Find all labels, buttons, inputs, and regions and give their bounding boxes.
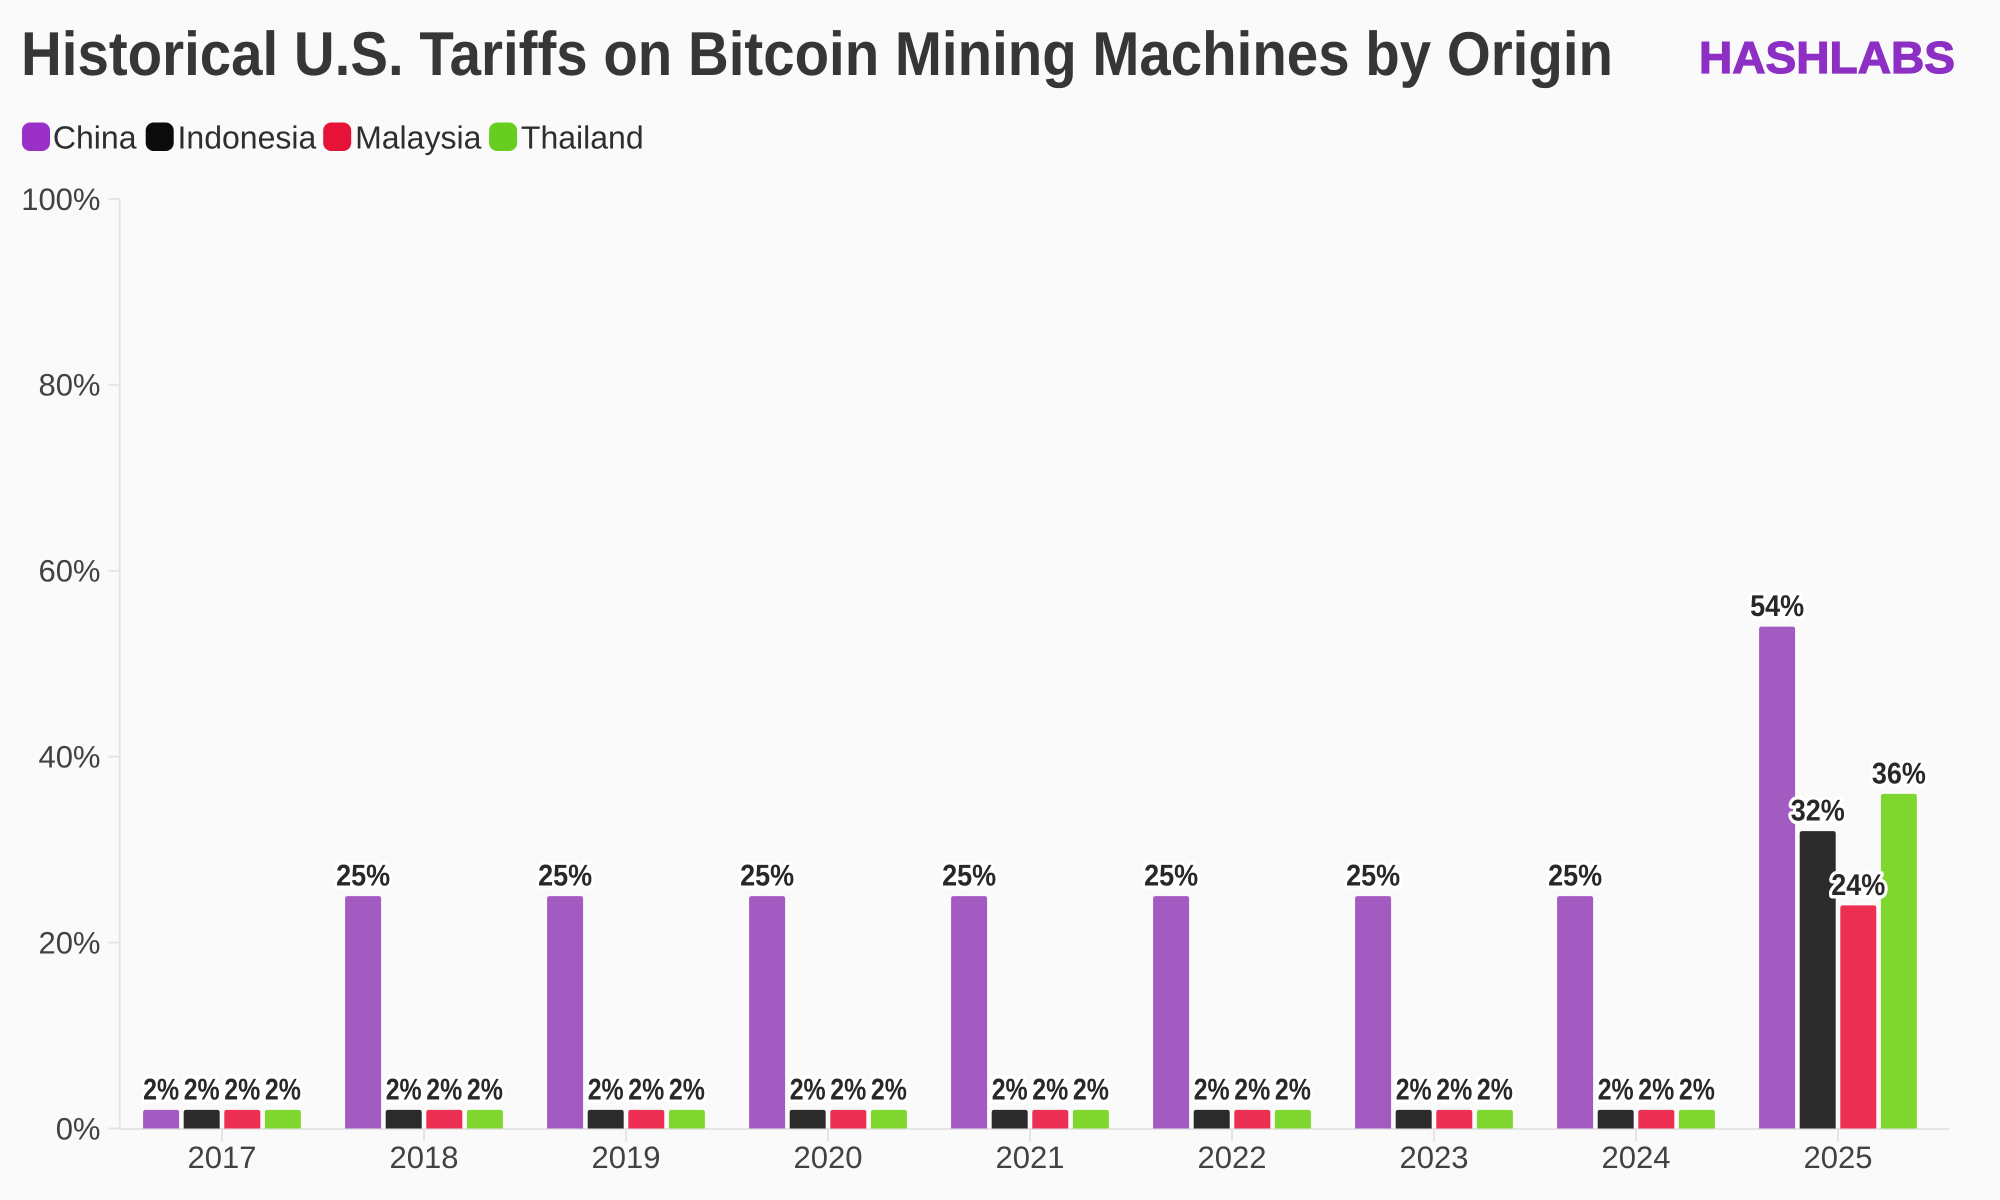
svg-text:HASHLABS: HASHLABS xyxy=(1699,32,1955,83)
svg-text:2024: 2024 xyxy=(1602,1140,1671,1175)
svg-text:2%: 2% xyxy=(628,1073,664,1106)
svg-text:25%: 25% xyxy=(336,860,390,893)
svg-text:Indonesia: Indonesia xyxy=(178,120,317,156)
svg-text:2%: 2% xyxy=(1234,1073,1270,1106)
svg-text:25%: 25% xyxy=(942,860,996,893)
svg-text:2%: 2% xyxy=(224,1073,260,1106)
svg-text:24%: 24% xyxy=(1831,869,1885,902)
svg-text:80%: 80% xyxy=(38,368,100,403)
svg-text:China: China xyxy=(53,120,137,156)
svg-text:2%: 2% xyxy=(467,1073,503,1106)
svg-text:36%: 36% xyxy=(1872,757,1926,790)
svg-text:2025: 2025 xyxy=(1804,1140,1873,1175)
svg-text:25%: 25% xyxy=(1144,860,1198,893)
svg-text:2%: 2% xyxy=(426,1073,462,1106)
svg-text:2%: 2% xyxy=(143,1073,179,1106)
svg-text:2%: 2% xyxy=(1436,1073,1472,1106)
svg-text:0%: 0% xyxy=(56,1111,101,1146)
svg-text:2%: 2% xyxy=(830,1073,866,1106)
svg-text:2%: 2% xyxy=(669,1073,705,1106)
svg-text:2%: 2% xyxy=(386,1073,422,1106)
svg-text:2023: 2023 xyxy=(1400,1140,1469,1175)
svg-text:2%: 2% xyxy=(1477,1073,1513,1106)
svg-text:2%: 2% xyxy=(1275,1073,1311,1106)
svg-text:2%: 2% xyxy=(1396,1073,1432,1106)
svg-text:100%: 100% xyxy=(21,182,100,217)
svg-text:2019: 2019 xyxy=(592,1140,661,1175)
svg-text:40%: 40% xyxy=(38,740,100,775)
svg-text:60%: 60% xyxy=(38,554,100,589)
svg-text:2%: 2% xyxy=(871,1073,907,1106)
svg-text:20%: 20% xyxy=(38,925,100,960)
svg-text:2%: 2% xyxy=(1679,1073,1715,1106)
svg-text:Malaysia: Malaysia xyxy=(355,120,481,156)
svg-text:54%: 54% xyxy=(1750,590,1804,623)
svg-text:2022: 2022 xyxy=(1198,1140,1267,1175)
svg-text:2%: 2% xyxy=(1032,1073,1068,1106)
svg-text:2%: 2% xyxy=(588,1073,624,1106)
svg-text:Historical U.S. Tariffs on Bit: Historical U.S. Tariffs on Bitcoin Minin… xyxy=(21,20,1613,89)
svg-text:2%: 2% xyxy=(1194,1073,1230,1106)
svg-text:2%: 2% xyxy=(184,1073,220,1106)
svg-text:2%: 2% xyxy=(790,1073,826,1106)
svg-text:Thailand: Thailand xyxy=(521,120,644,156)
svg-text:2021: 2021 xyxy=(996,1140,1065,1175)
svg-text:2020: 2020 xyxy=(794,1140,863,1175)
svg-text:25%: 25% xyxy=(740,860,794,893)
svg-text:2017: 2017 xyxy=(188,1140,257,1175)
svg-text:25%: 25% xyxy=(538,860,592,893)
svg-text:2%: 2% xyxy=(1598,1073,1634,1106)
svg-text:2%: 2% xyxy=(1073,1073,1109,1106)
svg-text:2%: 2% xyxy=(265,1073,301,1106)
svg-text:2%: 2% xyxy=(992,1073,1028,1106)
svg-text:25%: 25% xyxy=(1346,860,1400,893)
svg-text:2%: 2% xyxy=(1638,1073,1674,1106)
svg-text:32%: 32% xyxy=(1791,795,1845,828)
svg-text:25%: 25% xyxy=(1548,860,1602,893)
svg-text:2018: 2018 xyxy=(390,1140,459,1175)
